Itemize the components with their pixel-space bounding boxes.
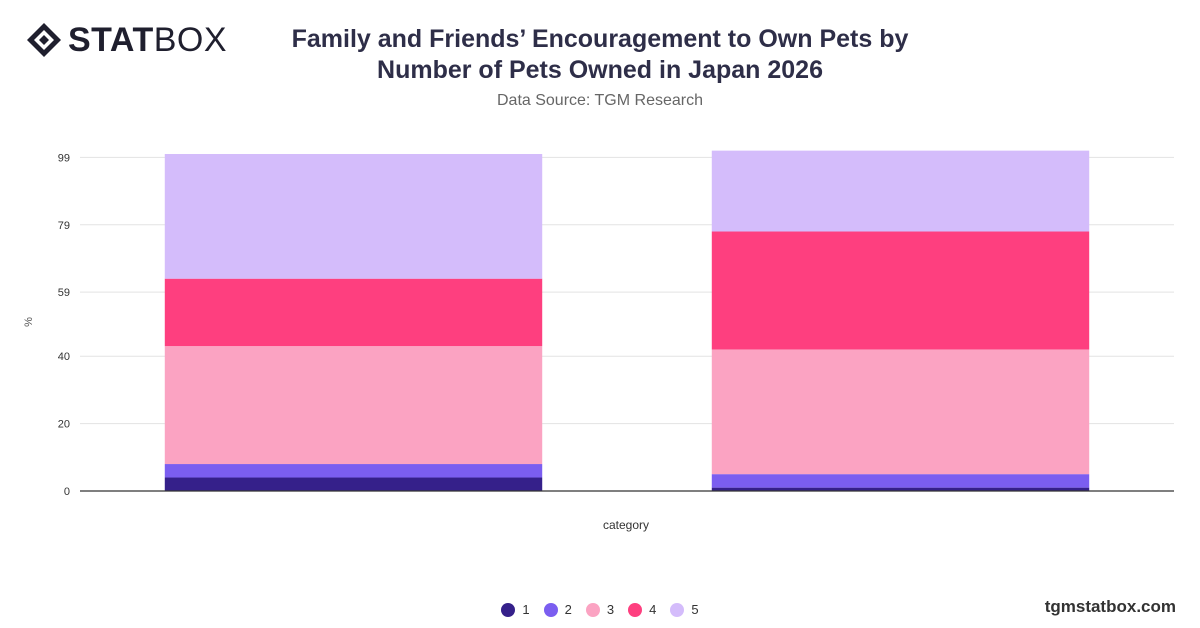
legend-swatch — [628, 602, 643, 617]
y-tick-label: 99 — [58, 152, 70, 164]
legend-label: 3 — [606, 602, 615, 617]
chart-legend: 1 2 3 4 5 — [0, 602, 1200, 617]
bar-segment-cat2-series-2 — [711, 474, 1090, 488]
footer-site: tgmstatbox.com — [1044, 597, 1176, 616]
legend-label: 5 — [691, 602, 699, 617]
y-tick-label: 79 — [58, 220, 70, 232]
legend-label: 4 — [649, 602, 657, 617]
y-tick-label: 40 — [58, 351, 70, 363]
logo-text: STATBOX — [68, 22, 227, 58]
bar-segment-cat1-series-4 — [164, 278, 543, 347]
legend-item-5[interactable]: 5 — [670, 602, 699, 617]
chart-title-line-2: Number of Pets Owned in Japan 2026 — [377, 56, 823, 84]
y-tick-label: 20 — [58, 419, 70, 431]
bar-segment-cat1-series-1 — [164, 477, 543, 491]
chart-title-line-1: Family and Friends’ Encouragement to Own… — [291, 25, 909, 53]
bar-segment-cat2-series-4 — [711, 231, 1090, 350]
bar-segment-cat2-series-3 — [711, 349, 1090, 475]
legend-label: 2 — [564, 602, 572, 617]
bar-segment-cat1-series-2 — [164, 464, 543, 478]
chart-subtitle: Data Source: TGM Research — [496, 92, 703, 109]
statbox-diamond-icon — [27, 23, 61, 57]
legend-label: 1 — [522, 602, 530, 617]
x-axis-label: category — [603, 518, 649, 532]
legend-item-2[interactable]: 2 — [543, 602, 572, 617]
legend-item-4[interactable]: 4 — [628, 602, 656, 617]
axis-layer: 0 20 40 59 79 99 category% — [23, 152, 1174, 532]
chart-title: Family and Friends’ Encouragement to Own… — [250, 24, 950, 86]
bar-segment-cat1-series-3 — [164, 346, 543, 465]
legend-item-3[interactable]: 3 — [585, 602, 615, 617]
logo-text-bold: STAT — [68, 21, 154, 59]
y-axis-label: % — [23, 317, 35, 327]
logo-text-light: BOX — [153, 21, 228, 59]
legend-swatch — [670, 602, 685, 617]
y-tick-label: 0 — [64, 486, 70, 498]
statbox-logo: STATBOX — [26, 22, 227, 58]
bar-segment-cat2-series-5 — [711, 150, 1090, 232]
bars-layer — [164, 150, 1090, 491]
legend-item-1[interactable]: 1 — [501, 602, 530, 617]
y-tick-label: 59 — [58, 287, 70, 299]
legend-swatch — [501, 602, 516, 617]
legend-swatch — [543, 602, 558, 617]
legend-swatch — [585, 602, 600, 617]
bar-segment-cat1-series-5 — [164, 154, 543, 279]
bar-segment-cat2-series-1 — [711, 487, 1090, 491]
